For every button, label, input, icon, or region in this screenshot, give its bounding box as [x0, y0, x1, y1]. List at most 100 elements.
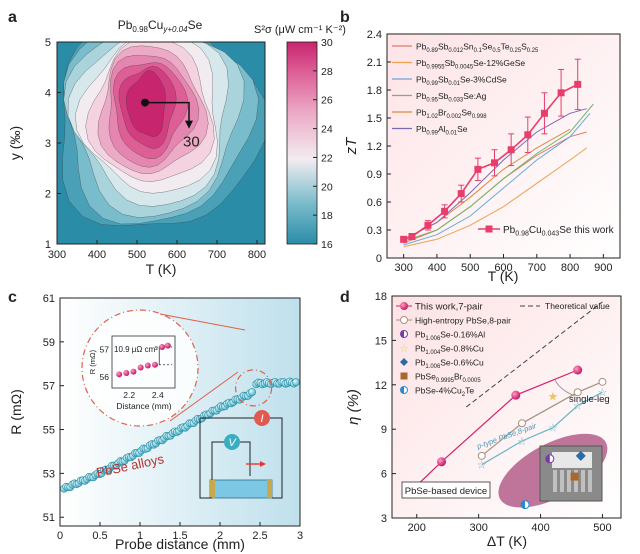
- data-point: [408, 233, 416, 241]
- reference-line: [403, 103, 594, 242]
- label-part: Se this work: [559, 225, 614, 236]
- star-point: ★: [548, 390, 559, 404]
- label-part: Se: [482, 42, 493, 52]
- x-tick-label: 500: [461, 262, 479, 274]
- data-point: [574, 80, 582, 88]
- label-part: Sb: [438, 75, 449, 85]
- hollow-point: [517, 419, 526, 428]
- colorbar-tick-label: 30: [321, 37, 333, 49]
- panel-d-frame: [391, 295, 622, 519]
- label-part: Br: [438, 108, 447, 118]
- colorbar-tick-label: 24: [321, 124, 333, 136]
- legend-label: Pb0.9955Sb0.0045Se-12%GeSe: [416, 58, 525, 71]
- label-part: PbSe: [415, 372, 436, 382]
- y-tick-label: 51: [43, 512, 55, 524]
- y-tick-label: 9: [381, 424, 387, 436]
- x-tick-label: 2: [217, 530, 223, 542]
- x-tick-label: 400: [531, 522, 549, 534]
- sample-contact: [210, 480, 215, 498]
- x-tick-label: 300: [394, 262, 412, 274]
- peak-arrow: [145, 101, 190, 125]
- zoom-link: [159, 313, 246, 331]
- label-part: Cu: [529, 225, 542, 236]
- x-tick-label: 300: [48, 249, 66, 261]
- single-leg-label: single-leg: [569, 394, 610, 405]
- square-point: [570, 472, 579, 481]
- label-part: S: [521, 42, 527, 52]
- y-tick-label: 0: [376, 253, 382, 265]
- peak-value-label: 30: [183, 134, 200, 151]
- x-tick-label: 600: [494, 262, 512, 274]
- y-tick-label: 5: [45, 37, 51, 49]
- label-part: %Cu: [465, 344, 484, 354]
- reference-line: [403, 108, 587, 240]
- x-tick-label: 300: [469, 522, 487, 534]
- y-tick-label: 2.4: [367, 29, 382, 41]
- panel-a-title: Pb0.98Cuy+0.04Se: [118, 18, 203, 34]
- x-tick-label: 600: [168, 249, 186, 261]
- x-tick-label: 700: [528, 262, 546, 274]
- label-part: 0.1: [474, 48, 483, 54]
- y-tick-label: 18: [375, 291, 387, 303]
- hollow-point: [598, 377, 607, 386]
- x-tick-label: 700: [208, 249, 226, 261]
- label-part: Pb: [416, 42, 427, 52]
- label-part: 0.8: [454, 344, 466, 354]
- legend-marker: [400, 302, 408, 310]
- panel-b-series: [400, 58, 594, 248]
- label-part: Al: [438, 124, 446, 134]
- probe-arrowhead: [260, 461, 266, 467]
- y-tick-label: 3: [45, 138, 51, 150]
- device-leg: [588, 470, 592, 492]
- data-point: [507, 146, 515, 154]
- device-leg: [581, 470, 585, 492]
- panel-b-zt-chart: 300 400 500 600 700 800 900 0 0.3 0.6 0.9 1.2 1.5 1.8…: [343, 29, 621, 284]
- label-part: %CdSe: [478, 75, 507, 85]
- label-part: Pb: [416, 75, 427, 85]
- inset-point: [164, 342, 171, 349]
- label-part: Te: [501, 42, 510, 52]
- current-source: [254, 410, 270, 426]
- inset-point: [137, 364, 144, 371]
- inset-y-tick-label: 56: [100, 372, 110, 382]
- inset-point: [116, 371, 123, 378]
- y-tick-label: 6: [381, 469, 387, 481]
- colorbar-tick-label: 20: [321, 181, 333, 193]
- x-tick-label: 0: [57, 530, 63, 542]
- label-part: Sn: [463, 42, 474, 52]
- star-point: ☆: [477, 460, 487, 472]
- x-tick-label: 1.5: [172, 530, 187, 542]
- data-point: [292, 378, 300, 387]
- label-part: PbSe-: [415, 386, 439, 396]
- panel-d-axes: 200 300 400 500 3 6 9 12 15 18: [375, 291, 612, 534]
- label-part: 0.25: [527, 48, 539, 54]
- data-point: [540, 109, 548, 117]
- legend-label: Pb1.006Se-0.6%Cu: [415, 358, 484, 371]
- device-plate: [552, 452, 592, 468]
- legend-marker-fill: [400, 330, 404, 338]
- label-part: Se: [457, 124, 468, 134]
- y-tick-label: 0.9: [367, 169, 382, 181]
- label-part: 0.998: [472, 114, 488, 120]
- series-line: [481, 381, 603, 457]
- inset-point: [123, 369, 130, 376]
- single-leg-arrow: [554, 379, 576, 397]
- label-part: 0.9955: [426, 65, 445, 71]
- panel-a-ylabel: y (‰): [7, 126, 23, 160]
- label-part: Pb: [415, 330, 426, 340]
- legend-label: Pb1.004Se-0.8%Cu: [415, 344, 484, 357]
- device-label-box: [401, 481, 491, 499]
- y-tick-label: 61: [43, 293, 55, 305]
- data-point: [557, 89, 565, 97]
- label-part: Pb: [416, 108, 427, 118]
- label-part: 4: [439, 386, 444, 396]
- y-tick-label: 57: [43, 381, 55, 393]
- colorbar-tick-label: 22: [321, 152, 333, 164]
- x-tick-label: 2.5: [252, 530, 267, 542]
- zoom-inset: 2.2 2.4 56 57 Distance (mm) R (mΩ) 10.9 μΩ cm²: [81, 309, 273, 427]
- device-leg: [553, 470, 557, 492]
- y-tick-label: 2.1: [367, 57, 382, 69]
- legend-label: High-entropy PbSe,8-pair: [415, 316, 511, 326]
- star-point: ☆: [573, 401, 583, 413]
- legend-label: Pb0.95Sb0.033Se:Ag: [416, 91, 487, 104]
